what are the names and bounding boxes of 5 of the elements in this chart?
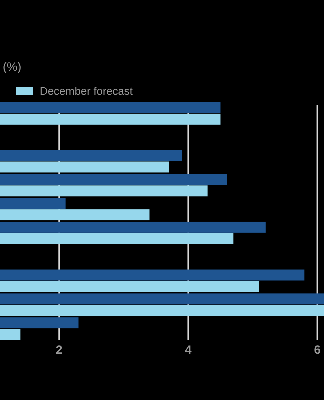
x-tick-label: 4	[185, 343, 192, 357]
x-tick-label: 2	[56, 343, 64, 357]
chart-title: (%)	[3, 60, 22, 74]
legend-label: December forecast	[40, 86, 133, 98]
x-tick-label: 6	[314, 343, 322, 357]
